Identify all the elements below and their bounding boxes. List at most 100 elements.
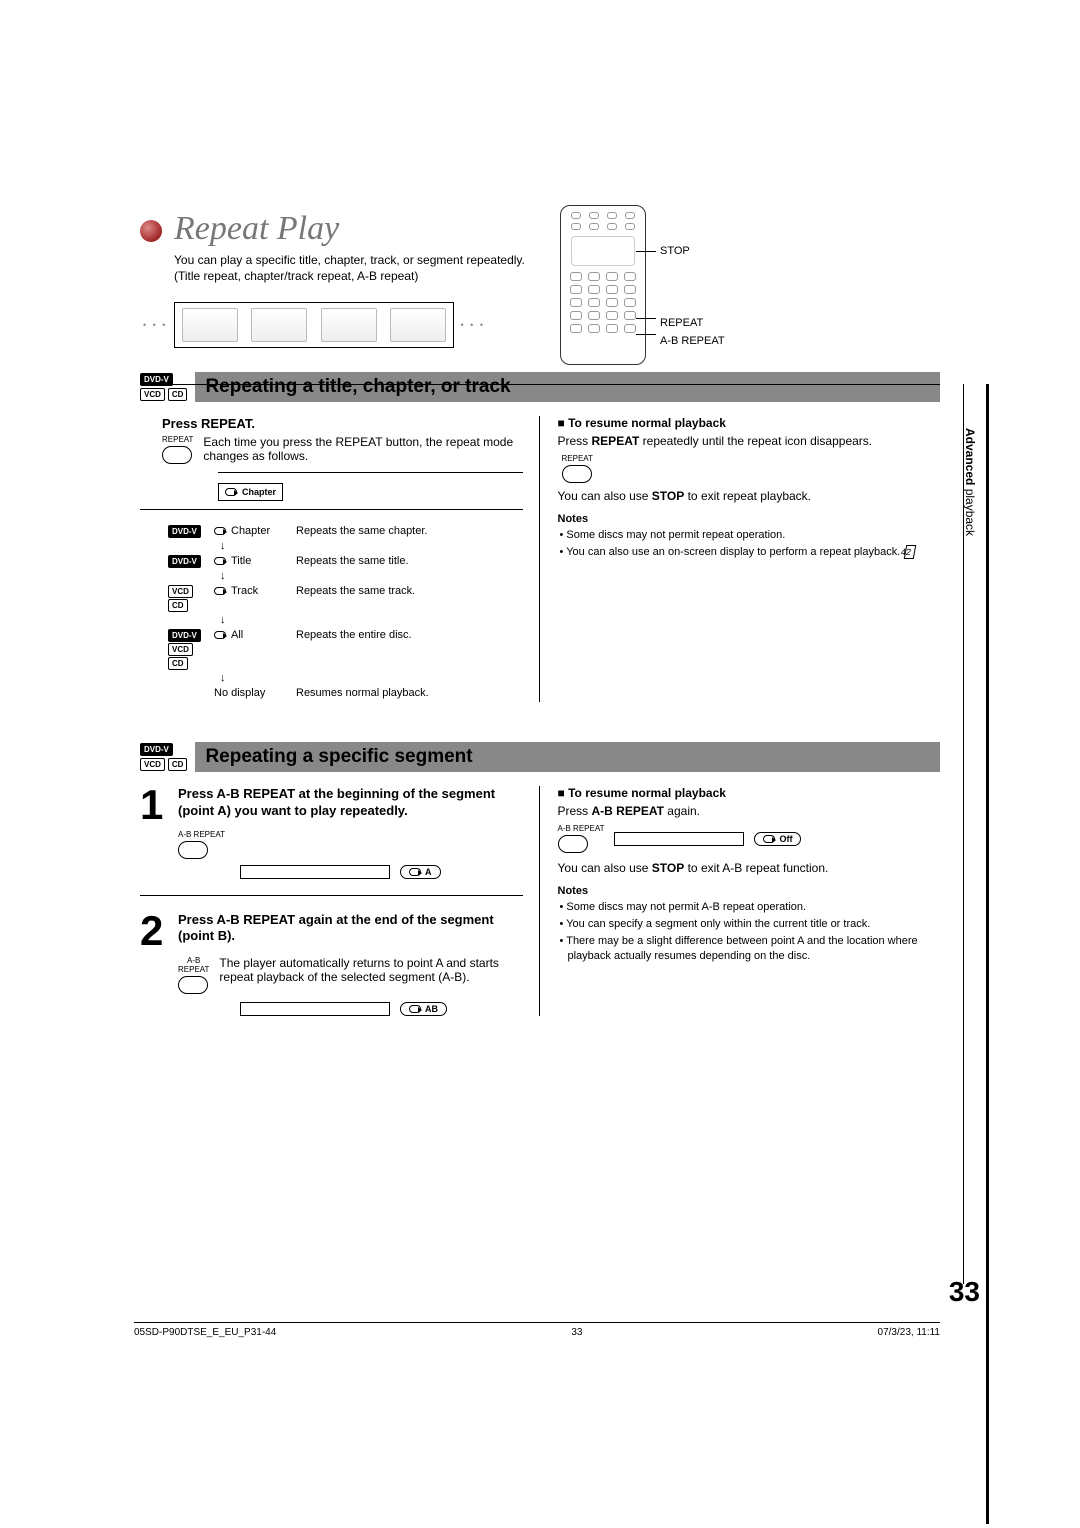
section2-right: To resume normal playback Press A-B REPE… (558, 786, 941, 1016)
mode-box-label: Chapter (242, 487, 276, 497)
step2-desc-row: A-B REPEAT The player automatically retu… (178, 956, 523, 994)
indicator-row: AB (240, 1002, 523, 1016)
section2-header: DVD-V VCD CD Repeating a specific segmen… (140, 742, 940, 772)
divider (140, 509, 523, 510)
divider (140, 895, 523, 896)
footer-mid: 33 (571, 1327, 582, 1338)
button-label: A-B REPEAT (178, 956, 209, 974)
remote-label-stop: STOP (660, 245, 725, 257)
badge-vcd: VCD (168, 585, 193, 598)
repeat-button-graphic: REPEAT (562, 454, 941, 483)
button-outline-icon (162, 446, 192, 464)
button-outline-icon (562, 465, 592, 483)
screen-icon (240, 865, 390, 879)
badge-dvdv: DVD-V (140, 743, 173, 756)
step-description: Each time you press the REPEAT button, t… (203, 435, 522, 463)
step-number: 2 (140, 912, 172, 950)
badge-cd: CD (168, 599, 188, 612)
step-row: REPEAT Each time you press the REPEAT bu… (162, 435, 523, 464)
section1-header: DVD-V VCD CD Repeating a title, chapter,… (140, 372, 940, 402)
indicator-row: A (240, 865, 523, 879)
intro-text: You can play a specific title, chapter, … (174, 252, 940, 284)
page-number: 33 (949, 1276, 980, 1308)
note-item: There may be a slight difference between… (558, 934, 941, 964)
arrow-down-icon: ↓ (220, 673, 458, 684)
mode-label: No display (214, 687, 265, 699)
resume-text2: You can also use STOP to exit A-B repeat… (558, 861, 941, 875)
callout-line (636, 334, 656, 335)
mode-label: Chapter (231, 525, 270, 537)
badge-dvdv: DVD-V (168, 525, 201, 538)
disc-badges: DVD-V VCD CD (140, 743, 187, 771)
page-ref: 42 (904, 545, 917, 559)
remote-control-icon (560, 205, 646, 365)
loop-icon (763, 835, 775, 843)
indicator-off: Off (754, 832, 801, 846)
badge-cd: CD (168, 758, 188, 771)
note-item: Some discs may not permit repeat operati… (558, 528, 941, 543)
badge-cd: CD (168, 388, 188, 401)
step2: 2 Press A-B REPEAT again at the end of t… (140, 912, 523, 950)
indicator-a: A (400, 865, 441, 879)
remote-labels: STOP REPEAT A-B REPEAT (660, 245, 725, 397)
device-icon (182, 308, 238, 342)
top-rule (140, 384, 940, 385)
button-outline-icon (558, 835, 588, 853)
intro-line2: (Title repeat, chapter/track repeat, A-B… (174, 269, 418, 283)
remote-label-repeat: REPEAT (660, 317, 725, 329)
mode-label: Title (231, 555, 251, 567)
mode-label: Track (231, 585, 258, 597)
badge-dvdv: DVD-V (168, 629, 201, 642)
mode-desc: Repeats the same track. (296, 585, 458, 597)
screen-icon (240, 1002, 390, 1016)
side-tab-rest: playback (963, 485, 977, 536)
badge-dvdv: DVD-V (168, 555, 201, 568)
step-heading: Press REPEAT. (162, 416, 523, 431)
section1-body: Press REPEAT. REPEAT Each time you press… (140, 416, 940, 702)
button-outline-icon (178, 976, 208, 994)
disc-badges: DVD-V VCD CD (140, 373, 187, 401)
badge-vcd: VCD (168, 643, 193, 656)
badge-vcd: VCD (140, 758, 165, 771)
indicator-row: A-B REPEAT Off (558, 824, 941, 853)
section2-title: Repeating a specific segment (195, 742, 940, 772)
notes-heading: Notes (558, 885, 941, 897)
indicator-ab: AB (400, 1002, 447, 1016)
resume-text2: You can also use STOP to exit repeat pla… (558, 489, 941, 503)
note-item: You can also use an on-screen display to… (558, 545, 941, 560)
loop-icon (409, 868, 421, 876)
remote-label-ab: A-B REPEAT (660, 335, 725, 347)
footer-left: 05SD-P90DTSE_E_EU_P31-44 (134, 1327, 276, 1338)
step1: 1 Press A-B REPEAT at the beginning of t… (140, 786, 523, 824)
content-area: Repeat Play You can play a specific titl… (140, 210, 940, 1016)
mode-desc: Repeats the entire disc. (296, 629, 458, 641)
section1-title: Repeating a title, chapter, or track (195, 372, 940, 402)
screen-icon (614, 832, 744, 846)
table-row: DVD-V VCD CD All Repeats the entire disc… (168, 626, 458, 673)
side-tab-bold: Advanced (963, 428, 977, 485)
table-row: DVD-V Chapter Repeats the same chapter. (168, 522, 458, 541)
side-thumb-bar (986, 384, 989, 1524)
button-label: REPEAT (562, 454, 941, 463)
step2-text: Press A-B REPEAT again at the end of the… (178, 912, 523, 950)
footer-right: 07/3/23, 11:11 (878, 1327, 940, 1338)
loop-icon (214, 527, 226, 535)
loop-icon (409, 1005, 421, 1013)
badge-cd: CD (168, 657, 188, 670)
repeat-modes-table: DVD-V Chapter Repeats the same chapter. … (168, 522, 458, 702)
loop-icon (225, 488, 237, 496)
decorative-devices (174, 302, 940, 348)
device-icon (321, 308, 377, 342)
button-label: A-B REPEAT (178, 830, 523, 839)
mode-indicator-box: Chapter (218, 483, 283, 501)
callout-line (636, 318, 656, 319)
step1-text: Press A-B REPEAT at the beginning of the… (178, 786, 523, 824)
manual-page: Repeat Play You can play a specific titl… (0, 0, 1080, 1528)
note-item: Some discs may not permit A-B repeat ope… (558, 900, 941, 915)
section1-right: To resume normal playback Press REPEAT r… (558, 416, 941, 702)
arrow-down-icon: ↓ (220, 571, 458, 582)
resume-text: Press REPEAT repeatedly until the repeat… (558, 434, 941, 448)
ab-button-graphic: A-B REPEAT (178, 830, 523, 859)
button-label: A-B REPEAT (558, 824, 605, 833)
step2-description: The player automatically returns to poin… (219, 956, 522, 984)
